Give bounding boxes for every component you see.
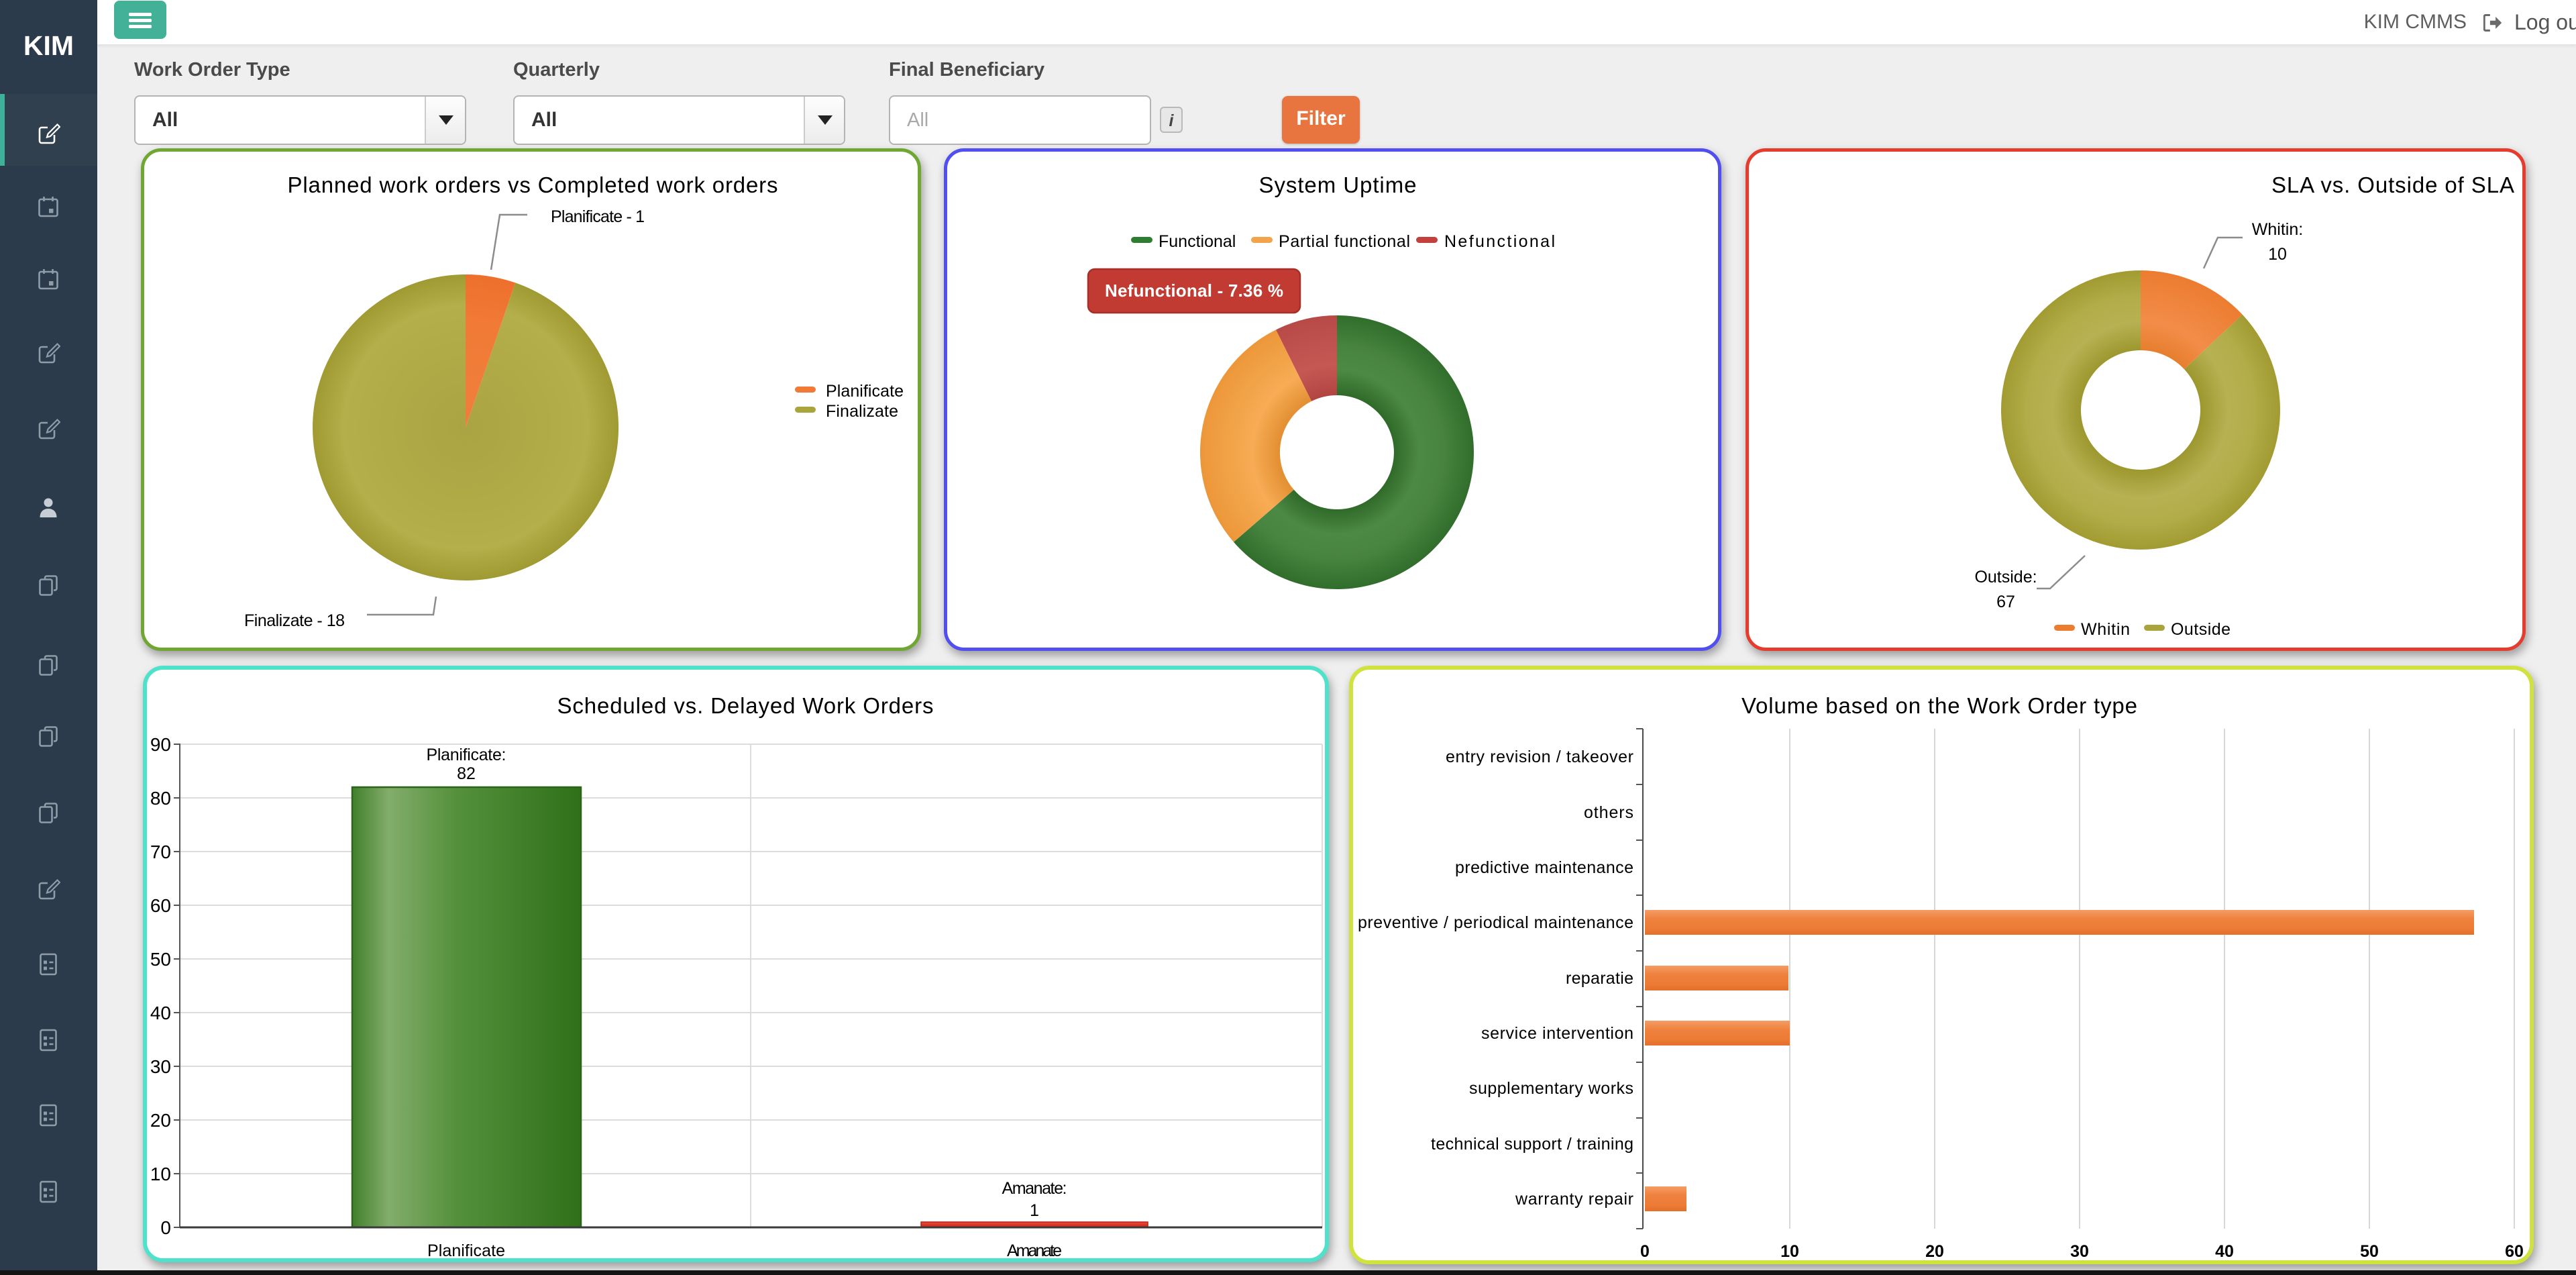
svg-text:10: 10	[2268, 245, 2287, 264]
svg-text:60: 60	[2505, 1242, 2524, 1261]
svg-text:Partial functional: Partial functional	[1279, 232, 1410, 251]
svg-text:service intervention: service intervention	[1481, 1024, 1633, 1043]
svg-text:entry revision / takeover: entry revision / takeover	[1446, 748, 1633, 766]
svg-text:0: 0	[160, 1217, 171, 1238]
svg-text:20: 20	[1925, 1242, 1944, 1261]
svg-text:Planned work orders vs Complet: Planned work orders vs Completed work or…	[288, 172, 778, 197]
svg-text:Volume based on the Work Order: Volume based on the Work Order type	[1741, 693, 2137, 718]
svg-text:80: 80	[150, 788, 171, 809]
svg-text:40: 40	[150, 1003, 171, 1023]
svg-text:30: 30	[2070, 1242, 2089, 1261]
svg-text:70: 70	[150, 842, 171, 862]
svg-text:90: 90	[150, 734, 171, 755]
svg-text:Whitin:: Whitin:	[2252, 220, 2303, 239]
svg-text:Amanate: Amanate	[1007, 1241, 1062, 1260]
svg-text:Nefunctional - 7.36 %: Nefunctional - 7.36 %	[1105, 280, 1283, 301]
svg-text:technical support / training: technical support / training	[1431, 1135, 1633, 1154]
svg-text:warranty repair: warranty repair	[1515, 1190, 1633, 1209]
svg-text:1: 1	[1030, 1201, 1039, 1220]
svg-text:82: 82	[457, 764, 476, 783]
svg-text:others: others	[1584, 803, 1633, 822]
svg-text:Planificate: Planificate	[826, 382, 904, 401]
svg-text:Whitin: Whitin	[2081, 620, 2130, 639]
svg-text:Finalizate - 18: Finalizate - 18	[244, 611, 345, 630]
svg-text:Functional: Functional	[1159, 232, 1236, 251]
svg-text:Outside:: Outside:	[1974, 568, 2037, 586]
svg-text:SLA vs. Outside of SLA: SLA vs. Outside of SLA	[2271, 172, 2514, 197]
svg-text:Finalizate: Finalizate	[826, 402, 898, 421]
svg-text:67: 67	[1996, 593, 2015, 611]
svg-text:predictive maintenance: predictive maintenance	[1455, 858, 1633, 877]
svg-text:10: 10	[1780, 1242, 1799, 1261]
svg-text:10: 10	[150, 1164, 171, 1184]
svg-text:Amanate:: Amanate:	[1002, 1179, 1067, 1198]
svg-text:20: 20	[150, 1110, 171, 1131]
svg-text:supplementary works: supplementary works	[1469, 1079, 1633, 1098]
svg-text:60: 60	[150, 895, 171, 916]
svg-text:Scheduled vs. Delayed Work Ord: Scheduled vs. Delayed Work Orders	[557, 693, 934, 718]
svg-text:Planificate: Planificate	[427, 1241, 505, 1260]
svg-text:Nefunctional: Nefunctional	[1444, 232, 1555, 251]
svg-text:System Uptime: System Uptime	[1259, 172, 1417, 197]
svg-text:0: 0	[1640, 1242, 1650, 1261]
svg-text:50: 50	[150, 949, 171, 970]
svg-text:50: 50	[2360, 1242, 2379, 1261]
svg-text:Planificate:: Planificate:	[427, 746, 506, 764]
svg-text:reparatie: reparatie	[1566, 969, 1633, 988]
svg-text:30: 30	[150, 1056, 171, 1077]
svg-text:Outside: Outside	[2171, 620, 2231, 639]
svg-text:preventive / periodical mainte: preventive / periodical maintenance	[1358, 913, 1633, 932]
svg-text:Planificate - 1: Planificate - 1	[551, 207, 645, 226]
svg-text:40: 40	[2215, 1242, 2234, 1261]
